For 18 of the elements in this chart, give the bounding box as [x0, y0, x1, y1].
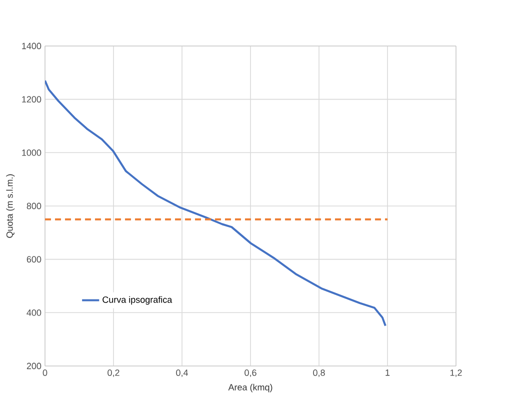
- y-tick-label: 200: [26, 362, 42, 370]
- x-tick-label: 0,6: [244, 370, 256, 377]
- y-tick-label: 1400: [22, 42, 42, 50]
- y-tick-label: 800: [26, 202, 42, 210]
- y-tick-label: 1000: [22, 149, 42, 156]
- x-tick-label: 0,2: [108, 370, 120, 377]
- y-tick-label: 600: [26, 256, 42, 263]
- x-axis-title: Area (kmq): [228, 384, 272, 392]
- x-tick-label: 1,2: [450, 370, 462, 377]
- x-tick-label: 0,4: [176, 370, 188, 377]
- y-tick-label: 400: [26, 309, 42, 316]
- x-tick-label: 0: [42, 370, 48, 376]
- y-axis-title: Quota (m s.l.m.): [6, 174, 15, 238]
- legend-label: Curva ipsografica: [102, 296, 172, 305]
- line-series: [45, 80, 386, 327]
- x-tick-label: 1: [386, 370, 390, 376]
- x-tick-label: 0,8: [313, 370, 325, 377]
- y-tick-label: 1200: [22, 96, 42, 103]
